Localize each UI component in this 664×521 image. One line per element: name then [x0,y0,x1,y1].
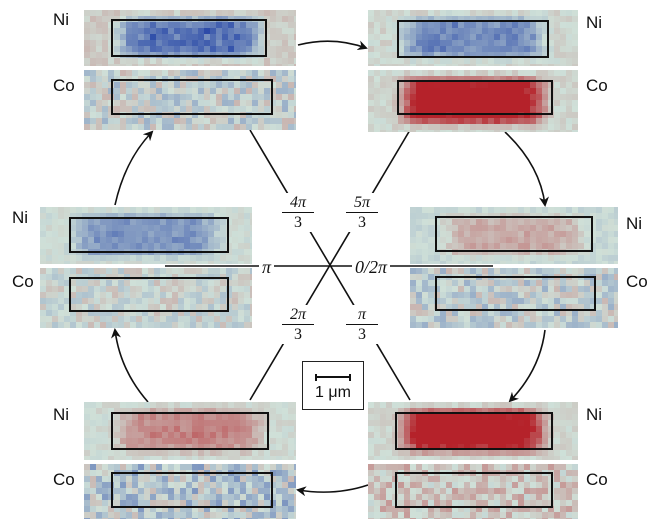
label-ni-bottom-left: Ni [53,405,70,424]
arrow-right-lower [508,329,546,403]
phase-label-pi: π [259,257,275,277]
phase-2pi-3-numerator: 2π [282,305,314,325]
co-map-mid-right [410,268,618,328]
outline-co-top-left [111,79,273,115]
scale-bar-label: 1 μm [315,384,351,401]
outline-ni-bottom-left [111,412,269,450]
arrow-top [297,40,368,50]
ni-map-bottom-left [84,402,296,460]
scale-bar [315,374,351,381]
outline-co-mid-left [69,277,229,312]
phase-label-2pi-3: 2π 3 [282,305,314,344]
phase-label-5pi-3: 5π 3 [346,193,378,232]
label-co-bottom-right: Co [586,470,608,489]
phase-pi-3-numerator: π [346,305,378,325]
co-map-top-right [368,70,578,132]
ni-map-mid-right [410,207,618,264]
label-ni-top-right: Ni [586,13,603,32]
phase-pi-3-denominator: 3 [358,326,366,343]
ni-map-mid-left [40,207,252,264]
label-ni-top-left: Ni [53,10,70,29]
label-co-mid-left: Co [12,272,34,291]
phase-4pi-3-numerator: 4π [282,193,314,213]
label-co-top-left: Co [53,76,75,95]
phase-label-4pi-3: 4π 3 [282,193,314,232]
label-co-top-right: Co [586,76,608,95]
outline-co-mid-right [435,276,596,311]
spoke-5pi-3 [249,129,411,401]
label-co-bottom-left: Co [53,470,75,489]
ni-map-bottom-right [368,402,578,460]
label-co-mid-right: Co [626,272,648,291]
arrow-right-upper [504,131,549,207]
arrow-bottom [296,484,369,497]
label-ni-mid-right: Ni [626,214,643,233]
outline-co-top-right [397,80,553,115]
outline-co-bottom-left [111,472,273,508]
outline-co-bottom-right [395,472,553,508]
outline-ni-mid-left [69,217,229,253]
scale-bar-box: 1 μm [302,361,364,410]
phase-5pi-3-numerator: 5π [346,193,378,213]
phase-5pi-3-denominator: 3 [358,214,366,231]
phase-2pi-3-denominator: 3 [294,326,302,343]
outline-ni-bottom-right [395,412,553,450]
label-ni-mid-left: Ni [12,208,29,227]
label-ni-bottom-right: Ni [586,405,603,424]
outline-ni-mid-right [435,216,593,252]
outline-ni-top-right [397,20,549,58]
arrow-left-lower [111,328,149,403]
phase-label-zero: 0/2π [352,257,391,277]
ni-map-top-right [368,10,578,66]
phase-4pi-3-denominator: 3 [294,214,302,231]
outline-ni-top-left [111,19,267,57]
arrow-left-upper [114,130,154,206]
phase-label-pi-3: π 3 [346,305,378,344]
